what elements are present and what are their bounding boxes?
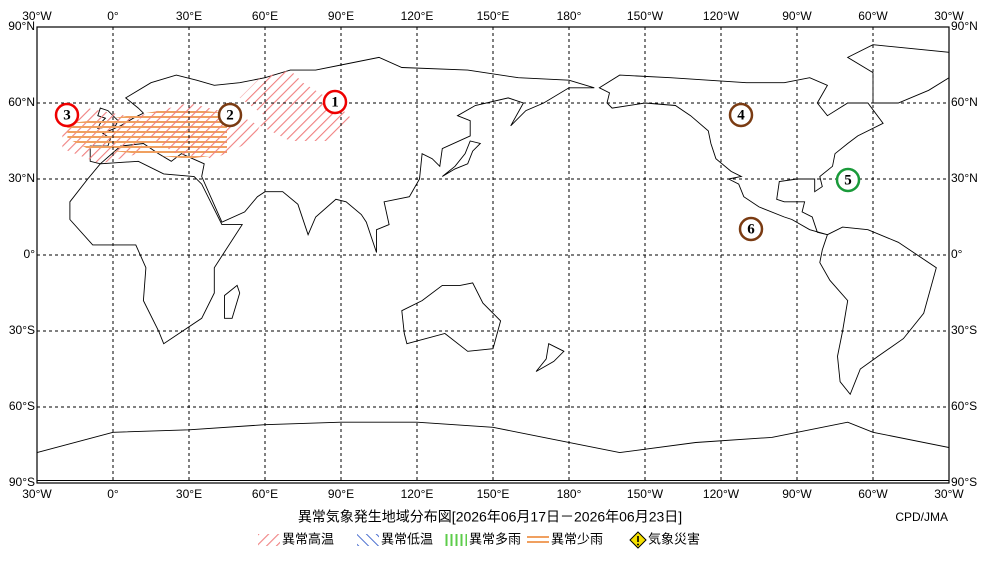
lon-label: 180°	[557, 487, 582, 501]
legend-swatch	[357, 534, 379, 546]
marker-circle	[835, 167, 861, 193]
lon-label: 120°E	[401, 9, 434, 23]
lat-label: 30°N	[951, 171, 978, 185]
landmass	[224, 284, 241, 319]
lon-label: 90°W	[782, 487, 812, 501]
legend-label: 異常多雨	[469, 531, 521, 546]
lon-label: 150°E	[477, 9, 510, 23]
lon-label: 150°W	[627, 9, 664, 23]
marker-circle	[728, 102, 754, 128]
landmass	[442, 140, 482, 177]
landmass	[819, 226, 937, 396]
axis-labels: 30°W30°W0°0°30°E30°E60°E60°E90°E90°E120°…	[8, 9, 978, 501]
lon-label: 120°E	[401, 487, 434, 501]
lat-label: 60°N	[951, 95, 978, 109]
marker-circle	[322, 89, 348, 115]
marker-number: 2	[226, 107, 234, 123]
legend-label: 異常少雨	[551, 531, 603, 546]
legend-swatch	[445, 534, 467, 546]
lat-label: 60°N	[8, 95, 35, 109]
lon-label: 30°E	[176, 487, 202, 501]
lon-label: 150°E	[477, 487, 510, 501]
lon-label: 0°	[107, 487, 119, 501]
lat-label: 60°S	[9, 399, 35, 413]
marker-circle	[738, 216, 764, 242]
legend-swatch	[527, 534, 549, 546]
anomaly-area	[138, 70, 354, 159]
lon-label: 180°	[557, 9, 582, 23]
landmass	[598, 74, 884, 236]
region-markers: 1 2 3 4 5 6	[54, 89, 861, 242]
lon-label: 120°W	[703, 487, 740, 501]
lat-label: 30°N	[8, 171, 35, 185]
marker-number: 6	[747, 221, 755, 237]
lon-label: 60°W	[858, 9, 888, 23]
marker-number: 1	[331, 94, 339, 110]
lon-label: 0°	[107, 9, 119, 23]
lat-label: 90°S	[9, 475, 35, 489]
marker-circle	[217, 102, 243, 128]
landmass	[69, 160, 244, 345]
map-title: 異常気象発生地域分布図[2026年06月17日－2026年06月23日]	[298, 509, 682, 525]
landmass	[89, 56, 595, 253]
lon-label: 90°W	[782, 9, 812, 23]
landmass	[535, 343, 565, 372]
lon-label: 30°E	[176, 9, 202, 23]
lon-label: 30°W	[22, 9, 52, 23]
lat-label: 90°N	[951, 19, 978, 33]
lat-label: 60°S	[951, 399, 977, 413]
lon-label: 30°W	[934, 487, 964, 501]
lon-label: 90°E	[328, 487, 354, 501]
lon-label: 30°W	[22, 487, 52, 501]
map-frame	[36, 26, 950, 484]
lat-label: 30°S	[9, 323, 35, 337]
lat-label: 90°S	[951, 475, 977, 489]
lat-label: 0°	[951, 247, 963, 261]
lon-label: 90°E	[328, 9, 354, 23]
legend-label: 異常低温	[381, 531, 433, 546]
marker-number: 4	[737, 107, 745, 123]
lat-label: 90°N	[8, 19, 35, 33]
credit: CPD/JMA	[895, 510, 948, 524]
marker-number: 5	[844, 172, 852, 188]
legend-label: 気象災害	[648, 531, 700, 546]
landmass	[846, 44, 950, 104]
legend-label: 異常高温	[282, 531, 334, 546]
legend: 異常高温 異常低温 異常多雨 異常少雨 気象災害	[258, 531, 700, 549]
lon-label: 60°E	[252, 487, 278, 501]
legend-swatch	[258, 534, 280, 546]
marker-circle	[54, 102, 80, 128]
lon-label: 60°E	[252, 9, 278, 23]
lon-label: 150°W	[627, 487, 664, 501]
landmass	[401, 282, 502, 352]
legend-icon-dot	[637, 543, 639, 546]
lat-label: 30°S	[951, 323, 977, 337]
marker-number: 3	[63, 107, 71, 123]
lon-label: 30°W	[934, 9, 964, 23]
graticule	[37, 27, 949, 483]
lat-label: 0°	[24, 247, 36, 261]
anomaly-areas	[62, 70, 354, 164]
lon-label: 60°W	[858, 487, 888, 501]
lon-label: 120°W	[703, 9, 740, 23]
